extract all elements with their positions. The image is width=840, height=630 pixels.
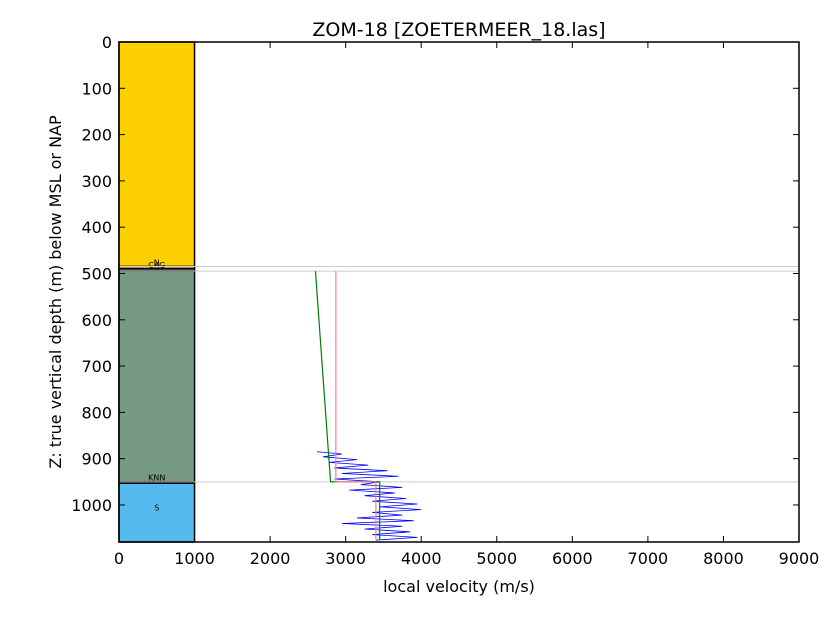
y-tick-label: 400 (81, 218, 112, 237)
y-tick-label: 500 (81, 264, 112, 283)
x-tick-label: 3000 (325, 549, 366, 568)
series-line (335, 271, 377, 540)
y-tick-label: 200 (81, 126, 112, 145)
unit-label: CKG (148, 261, 165, 270)
x-tick-label: 7000 (628, 549, 669, 568)
y-tick-label: 100 (81, 79, 112, 98)
x-axis-label: local velocity (m/s) (383, 577, 535, 596)
y-tick-label: 700 (81, 357, 112, 376)
ticks-layer: 0 1000 2000 3000 4000 5000 6000 7000 8000 9000 0 10… (71, 33, 819, 568)
plot-frame (118, 41, 800, 543)
x-tick-label: 4000 (401, 549, 442, 568)
horizons-layer (119, 266, 799, 543)
x-tick-label: 0 (114, 549, 124, 568)
chart-title: ZOM-18 [ZOETERMEER_18.las] (312, 19, 605, 41)
y-tick-label: 1000 (71, 496, 112, 515)
y-tick-label: 600 (81, 311, 112, 330)
x-tick-label: 5000 (476, 549, 517, 568)
x-tick-label: 9000 (779, 549, 820, 568)
unit-label: S (154, 504, 159, 513)
x-tick-label: 6000 (552, 549, 593, 568)
x-tick-label: 2000 (250, 549, 291, 568)
series-line (314, 271, 381, 540)
series-line (316, 451, 422, 541)
y-tick-label: 0 (102, 33, 112, 52)
unit-block (118, 270, 196, 483)
unit-block (118, 41, 196, 268)
y-tick-label: 900 (81, 450, 112, 469)
y-axis-label: Z: true vertical depth (m) below MSL or … (46, 115, 65, 469)
unit-block (118, 482, 196, 543)
y-tick-label: 800 (81, 403, 112, 422)
y-tick-label: 300 (81, 172, 112, 191)
series-layer (314, 271, 422, 541)
unit-label: KNN (148, 474, 165, 483)
unit-label: N (154, 259, 160, 268)
x-tick-label: 8000 (703, 549, 744, 568)
x-tick-label: 1000 (174, 549, 215, 568)
